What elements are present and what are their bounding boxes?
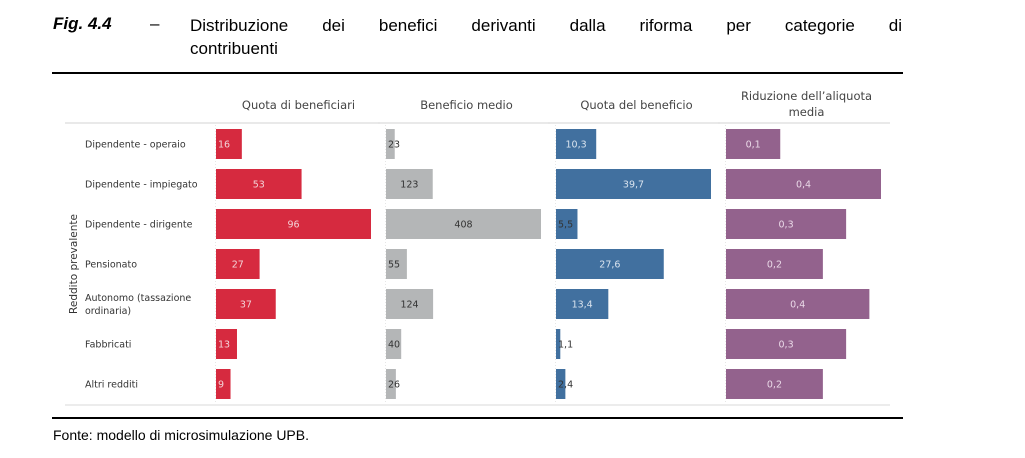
figure-label: Fig. 4.4 xyxy=(53,14,112,33)
data-label: 1,1 xyxy=(558,340,573,351)
data-label: 13 xyxy=(218,340,230,351)
data-label: 5,5 xyxy=(558,220,573,231)
data-label: 0,4 xyxy=(790,300,805,311)
figure-dash: – xyxy=(150,14,160,33)
bar xyxy=(726,289,870,319)
bar xyxy=(386,369,396,399)
bar xyxy=(556,129,597,159)
bar xyxy=(556,169,711,199)
data-label: 26 xyxy=(388,380,400,391)
source-note: Fonte: modello di microsimulazione UPB. xyxy=(53,427,309,443)
bar xyxy=(726,169,881,199)
bar xyxy=(216,369,231,399)
bar xyxy=(386,289,434,319)
data-label: 37 xyxy=(240,300,252,311)
data-label: 39,7 xyxy=(623,180,644,191)
category-label: Dipendente - impiegato xyxy=(85,180,198,191)
data-label: 0,2 xyxy=(767,260,782,271)
bar xyxy=(726,209,847,239)
bar xyxy=(726,249,823,279)
data-label: 55 xyxy=(388,260,400,271)
figure-title-line2: contribuenti xyxy=(190,39,278,58)
bar xyxy=(386,129,395,159)
bar xyxy=(386,249,407,279)
bar xyxy=(726,329,847,359)
data-label: 0,1 xyxy=(746,140,761,151)
bar xyxy=(556,249,664,279)
bar xyxy=(726,369,823,399)
category-label: Dipendente - dirigente xyxy=(85,220,193,231)
column-header: Quota del beneficio xyxy=(580,98,692,112)
bar xyxy=(216,129,242,159)
column-header: Beneficio medio xyxy=(420,98,513,112)
data-label: 23 xyxy=(388,140,400,151)
data-label: 27 xyxy=(232,260,244,271)
data-label: 27,6 xyxy=(599,260,620,271)
data-label: 53 xyxy=(253,180,265,191)
category-label: Pensionato xyxy=(85,260,137,271)
bar xyxy=(556,369,566,399)
bar xyxy=(386,329,402,359)
data-label: 0,3 xyxy=(779,220,794,231)
category-label: Altri redditi xyxy=(85,380,138,391)
data-label: 408 xyxy=(454,220,472,231)
bar xyxy=(556,289,609,319)
data-label: 9 xyxy=(218,380,224,391)
top-rule xyxy=(52,72,903,74)
data-label: 0,3 xyxy=(779,340,794,351)
bar xyxy=(556,209,578,239)
data-label: 16 xyxy=(218,140,230,151)
bar xyxy=(216,169,302,199)
category-label: ordinaria) xyxy=(85,306,131,317)
bar xyxy=(386,209,541,239)
column-header: media xyxy=(789,105,825,119)
bar xyxy=(216,249,260,279)
bar xyxy=(216,209,371,239)
bar xyxy=(726,129,781,159)
category-label: Autonomo (tassazione xyxy=(85,293,191,304)
data-label: 124 xyxy=(400,300,418,311)
data-label: 10,3 xyxy=(566,140,587,151)
bottom-rule xyxy=(52,417,903,419)
category-label: Fabbricati xyxy=(85,340,131,351)
column-header: Riduzione dell’aliquota xyxy=(741,89,872,103)
data-label: 96 xyxy=(287,220,299,231)
data-label: 123 xyxy=(400,180,418,191)
bar xyxy=(386,169,433,199)
column-header: Quota di beneficiari xyxy=(242,98,355,112)
y-axis-title: Reddito prevalente xyxy=(68,214,80,314)
data-label: 40 xyxy=(388,340,400,351)
figure-title-line1: Distribuzione dei benefici derivanti dal… xyxy=(190,16,902,35)
bar xyxy=(216,289,276,319)
data-label: 0,2 xyxy=(767,380,782,391)
data-label: 2,4 xyxy=(558,380,573,391)
category-label: Dipendente - operaio xyxy=(85,140,186,151)
bar xyxy=(216,329,237,359)
bar xyxy=(556,329,561,359)
data-label: 0,4 xyxy=(796,180,811,191)
data-label: 13,4 xyxy=(572,300,593,311)
